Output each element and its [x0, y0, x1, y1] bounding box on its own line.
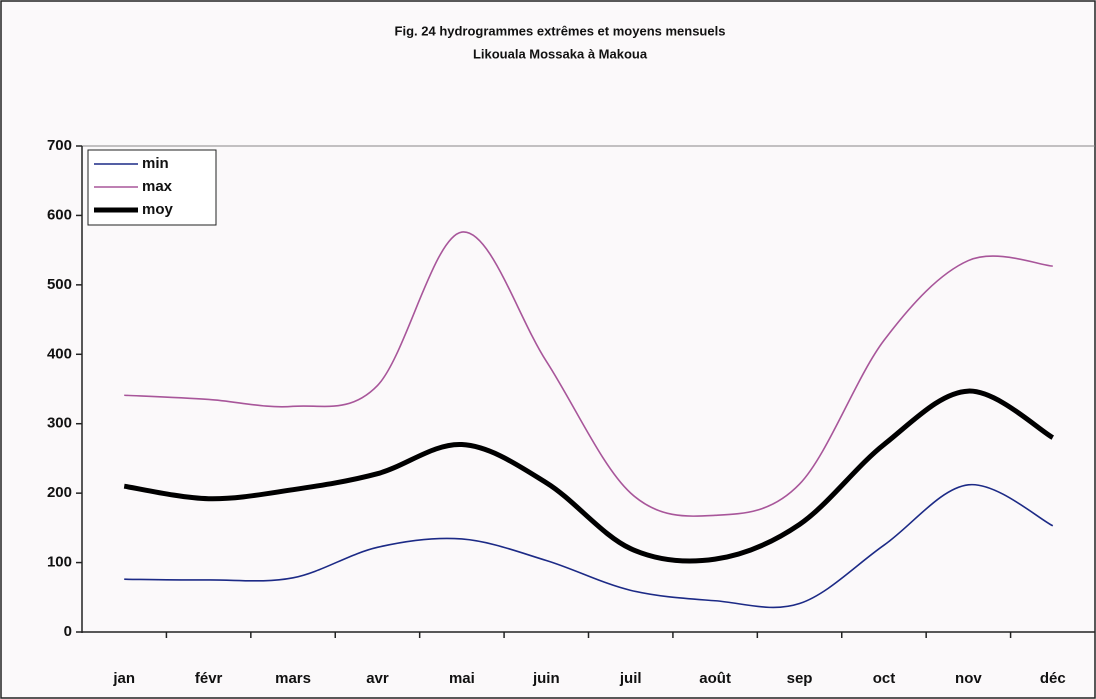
- series-line: [124, 231, 1053, 517]
- y-tick-label: 500: [47, 276, 72, 293]
- y-tick-label: 200: [47, 484, 72, 501]
- y-tick-label: 0: [64, 623, 72, 640]
- x-tick-label: avr: [366, 670, 389, 687]
- x-tick-label: nov: [955, 670, 982, 687]
- x-tick-label: jan: [112, 670, 135, 687]
- x-tick-label: sep: [787, 670, 813, 687]
- y-tick-label: 100: [47, 554, 72, 571]
- legend-label: max: [142, 178, 173, 195]
- x-tick-label: mai: [449, 670, 475, 687]
- series-line: [124, 484, 1054, 609]
- series-line: [123, 388, 1055, 564]
- x-tick-label: juin: [532, 670, 560, 687]
- x-tick-label: juil: [619, 670, 642, 687]
- legend-label: moy: [142, 201, 174, 218]
- y-tick-label: 600: [47, 206, 72, 223]
- x-tick-label: oct: [873, 670, 896, 687]
- x-tick-label: août: [699, 670, 731, 687]
- y-tick-label: 700: [47, 137, 72, 154]
- chart-title: Fig. 24 hydrogrammes extrêmes et moyens …: [395, 23, 726, 38]
- x-tick-label: févr: [195, 670, 223, 687]
- x-tick-label: déc: [1040, 670, 1066, 687]
- y-tick-label: 300: [47, 415, 72, 432]
- y-tick-label: 400: [47, 345, 72, 362]
- x-tick-label: mars: [275, 670, 311, 687]
- chart-subtitle: Likouala Mossaka à Makoua: [473, 46, 648, 61]
- legend-label: min: [142, 155, 169, 172]
